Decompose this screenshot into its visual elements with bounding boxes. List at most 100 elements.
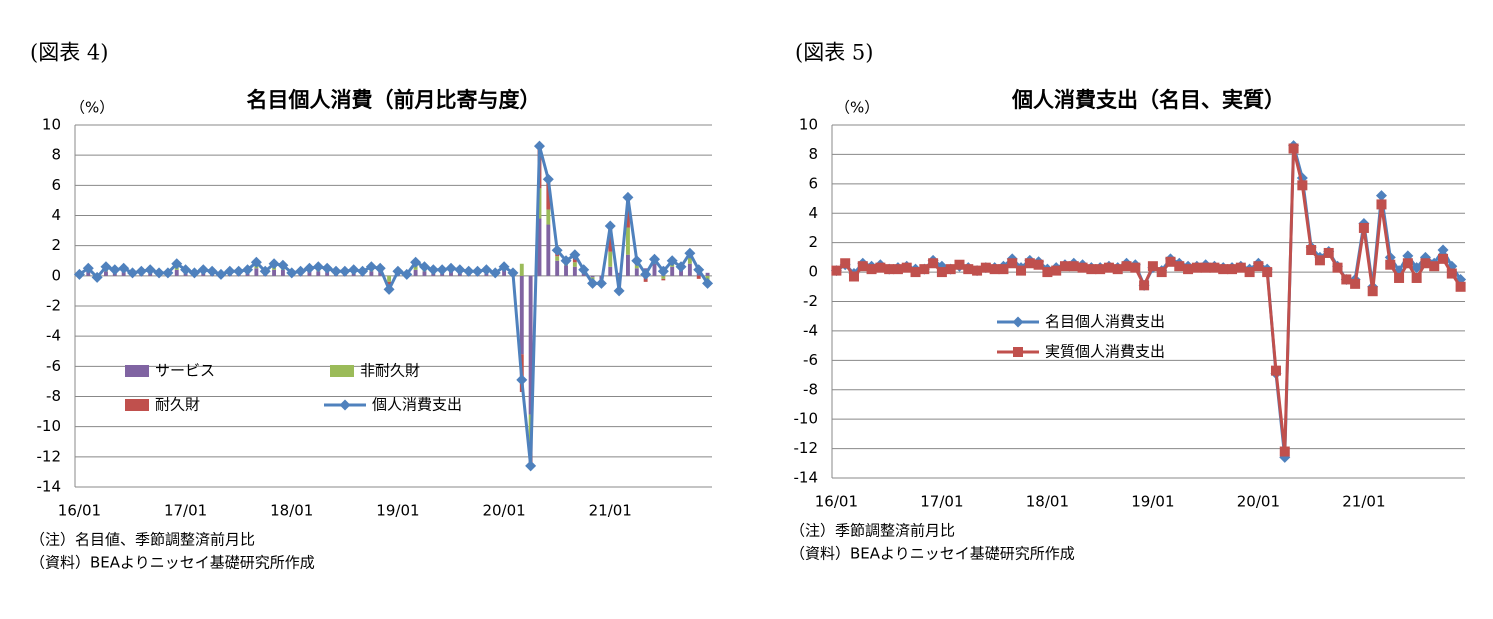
marker [1077,262,1088,273]
bar [652,263,657,276]
marker [840,258,851,269]
marker [866,264,877,275]
marker [303,262,315,274]
marker [1139,280,1150,291]
marker [1200,262,1211,273]
marker [127,267,139,279]
marker [82,262,94,274]
marker [1437,244,1449,256]
x-tick-label: 20/01 [482,502,525,520]
y-tick-label: -8 [46,387,61,405]
y-tick-label: 6 [51,176,61,194]
marker [989,264,1000,275]
marker [693,264,705,276]
y-unit: （%） [70,99,114,117]
bar [280,269,285,276]
marker [91,271,103,283]
bar [546,209,551,225]
x-tick-label: 20/01 [1237,493,1280,511]
marker [1279,446,1290,457]
marker [1112,264,1123,275]
marker [357,265,369,277]
bar [572,266,577,276]
bar [634,268,639,276]
y-tick-label: 8 [808,145,818,163]
marker [295,265,307,277]
marker [463,265,475,277]
marker [180,264,192,276]
marker [73,268,85,280]
marker [919,264,930,275]
x-tick-label: 18/01 [270,502,313,520]
legend-swatch [125,365,149,377]
marker [144,264,156,276]
marker [259,265,271,277]
bar [617,272,622,276]
legend-swatch [125,399,149,411]
marker [901,262,912,273]
bar [661,275,666,279]
marker [215,268,227,280]
marker [980,262,991,273]
chart-title: 名目個人消費（前月比寄与度） [247,88,541,112]
marker [1191,262,1202,273]
marker [1350,278,1361,289]
bar [104,271,108,276]
marker [1288,143,1299,154]
marker [857,261,868,272]
marker [1086,264,1097,275]
marker [578,264,590,276]
marker [1174,261,1185,272]
marker [224,265,236,277]
marker [1420,258,1431,269]
marker [1007,258,1018,269]
marker [604,220,616,232]
marker [188,267,200,279]
y-tick-label: -2 [46,297,61,315]
marker [884,264,895,275]
marker [277,259,289,271]
bar [537,188,542,219]
bar [687,257,692,264]
marker [551,244,563,256]
bar [413,269,418,276]
marker [1013,347,1023,357]
marker [436,264,448,276]
marker [365,261,377,273]
marker [1051,265,1062,276]
marker [1042,267,1053,278]
marker [153,267,165,279]
marker [945,264,956,275]
marker [560,255,572,267]
marker [118,262,130,274]
marker [1376,199,1387,210]
marker [954,259,965,270]
bar [254,268,259,276]
bar [705,272,710,276]
chart: (図表 4) 名目個人消費（前月比寄与度） （%） 10 8 6 4 2 0 -2 -4 -6 -8 -1… [30,41,714,572]
marker [831,265,842,276]
y-tick-label: -14 [794,469,819,487]
marker [1262,267,1273,278]
bar [590,275,595,278]
marker [595,277,607,289]
marker [1314,255,1325,266]
y-tick-label: -6 [803,351,818,369]
marker [640,268,652,280]
marker [998,264,1009,275]
y-tick-label: 4 [51,206,61,224]
marker [631,255,643,267]
marker [1455,281,1466,292]
y-tick-label: -4 [46,327,61,345]
marker [233,265,245,277]
y-tick-label: 4 [808,204,818,222]
marker [613,285,625,297]
y-tick-label: 2 [808,233,818,251]
marker [374,262,386,274]
y-tick-label: -12 [794,439,819,457]
marker [1429,261,1440,272]
legend-label: 非耐久財 [360,362,420,380]
marker [1130,262,1141,273]
y-tick-label: 0 [51,266,61,284]
marker [972,265,983,276]
